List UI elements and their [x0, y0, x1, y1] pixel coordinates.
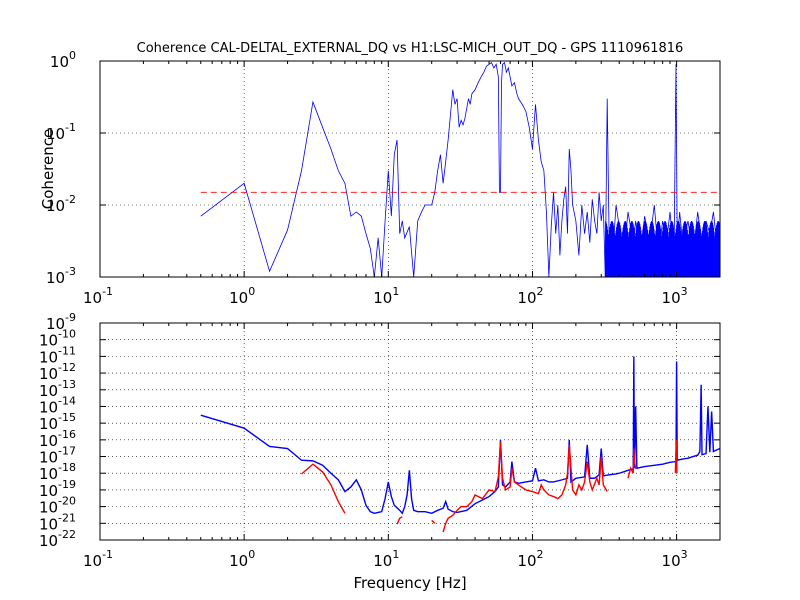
y-tick-label: 10-14	[39, 394, 76, 416]
y-tick-label: 10-13	[39, 378, 76, 400]
y-tick-label: 10-3	[46, 265, 76, 287]
y-tick-label: 10-9	[46, 311, 76, 333]
x-tick-label: 102	[517, 285, 543, 307]
y-tick-label: 10-11	[39, 344, 76, 366]
y-tick-label: 100	[50, 49, 76, 71]
x-tick-label: 101	[373, 548, 399, 570]
y-tick-label: 10-10	[39, 328, 76, 350]
coherence-panel: Coherence CAL-DELTAL_EXTERNAL_DQ vs H1:L…	[39, 41, 721, 307]
x-tick-label: 103	[662, 548, 688, 570]
y-tick-label: 10-2	[46, 193, 76, 215]
y-tick-label: 10-19	[39, 478, 76, 500]
x-axis-label: Frequency [Hz]	[353, 574, 466, 592]
axes-frame	[99, 322, 721, 541]
x-tick-label: 100	[229, 548, 255, 570]
x-tick-label: 101	[373, 285, 399, 307]
y-tick-label: 10-12	[39, 361, 76, 383]
y-tick-label: 10-21	[39, 511, 76, 533]
y-tick-label: 10-18	[39, 461, 76, 483]
y-tick-label: 10-17	[39, 445, 76, 467]
y-tick-label: 10-20	[39, 495, 76, 517]
series-line	[200, 61, 721, 278]
spectrum-panel: Frequency [Hz] 10-1 100 101 102 10310-2210-2…	[39, 311, 721, 592]
axis-ticks: 10-1 100 101 102 103 10-3 10-2 10-1 100	[46, 49, 720, 307]
series-line	[200, 356, 721, 515]
y-tick-label: 10-1	[46, 121, 76, 143]
y-tick-label: 10-15	[39, 411, 76, 433]
x-tick-label: 100	[229, 285, 255, 307]
x-tick-label: 103	[662, 285, 688, 307]
x-tick-label: 10-1	[83, 285, 113, 307]
x-tick-label: 10-1	[83, 548, 113, 570]
y-axis-label: Coherence	[39, 129, 57, 209]
series-0	[200, 356, 721, 515]
chart-title: Coherence CAL-DELTAL_EXTERNAL_DQ vs H1:L…	[137, 41, 684, 56]
axis-ticks: 10-1 100 101 102 10310-2210-2110-2010-1910-1…	[39, 311, 720, 570]
y-tick-label: 10-16	[39, 428, 76, 450]
y-tick-label: 10-22	[39, 528, 76, 550]
plot-area	[200, 356, 721, 533]
series-1	[301, 439, 678, 533]
series-line	[301, 439, 678, 533]
axes-frame	[99, 60, 721, 278]
x-tick-label: 102	[517, 548, 543, 570]
